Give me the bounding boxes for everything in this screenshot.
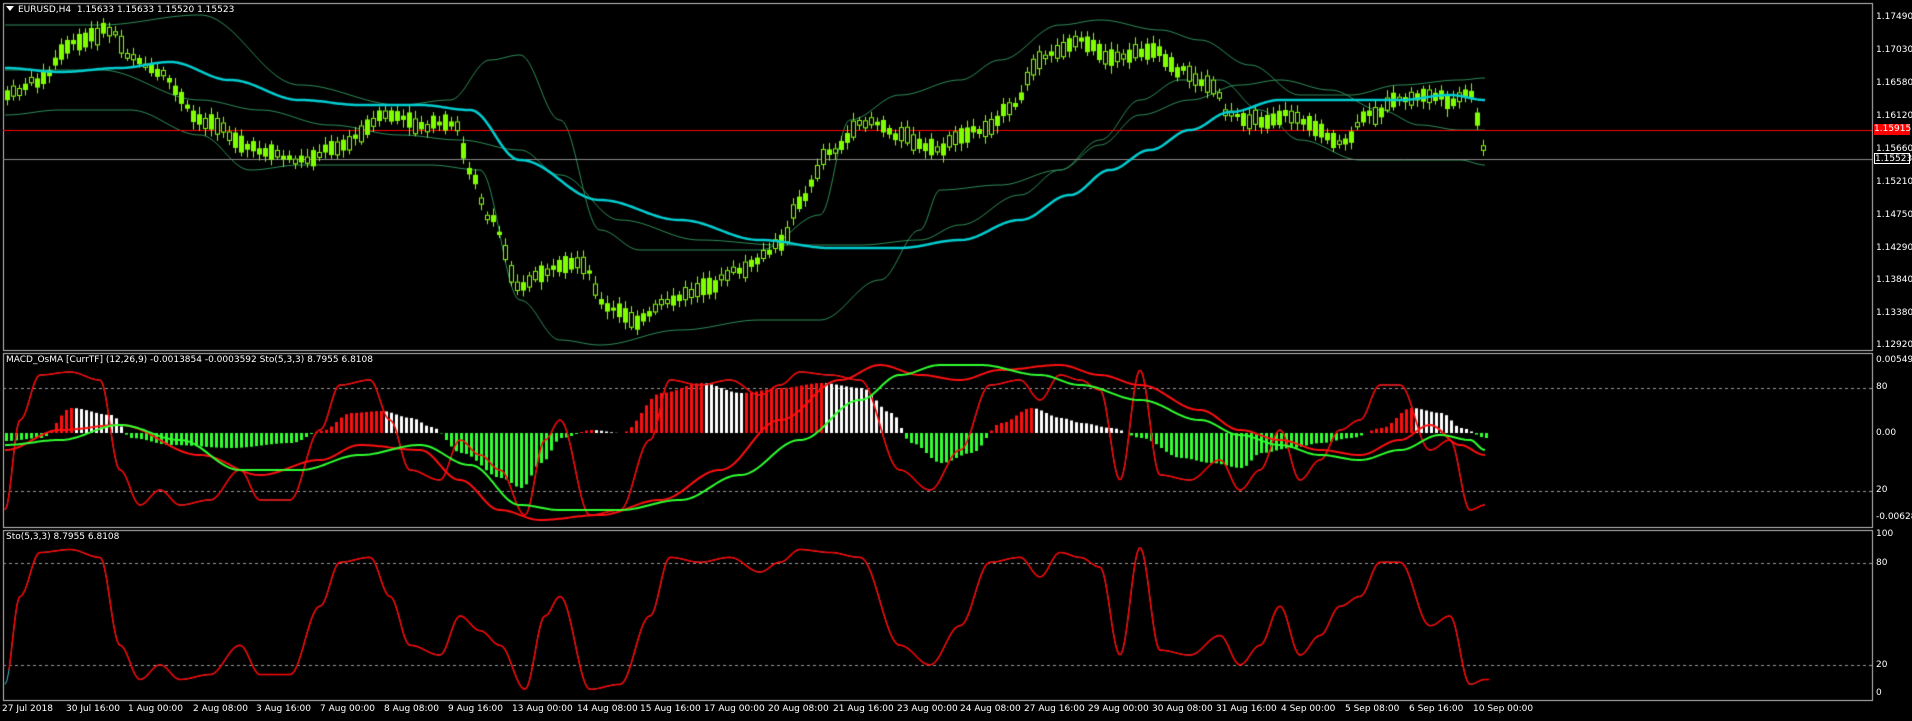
time-tick: 30 Aug 08:00 [1152,704,1213,714]
macd-tick-20: 20 [1876,485,1888,495]
time-tick: 14 Aug 08:00 [577,704,638,714]
time-tick: 4 Sep 00:00 [1281,704,1336,714]
time-tick: 8 Aug 08:00 [384,704,439,714]
price-tick: 1.17490 [1876,12,1912,22]
time-tick: 20 Aug 08:00 [768,704,829,714]
time-tick: 24 Aug 08:00 [960,704,1021,714]
symbol-header[interactable]: EURUSD,H4 1.15633 1.15633 1.15520 1.1552… [6,5,234,15]
price-tick: 1.14290 [1876,243,1912,253]
price-tick: 1.15660 [1876,144,1912,154]
current-price-label: 1.15523 [1874,153,1912,164]
time-tick: 7 Aug 00:00 [320,704,375,714]
price-tick: 1.12920 [1876,340,1912,350]
collapse-triangle-icon[interactable] [6,6,14,11]
red-line-price-label: 1.15915 [1874,124,1912,135]
macd-tick-zero: 0.00 [1876,428,1897,438]
macd-tick-bottom: -0.006285 [1876,512,1912,522]
time-tick: 3 Aug 16:00 [256,704,311,714]
sto-tick: 0 [1876,688,1882,698]
macd-tick-top: 0.005497 [1876,355,1912,365]
symbol-label: EURUSD,H4 [18,5,72,15]
sto-tick: 20 [1876,660,1888,670]
ohlc-values: 1.15633 1.15633 1.15520 1.15523 [76,5,235,15]
price-tick: 1.15210 [1876,177,1912,187]
sto-tick: 80 [1876,558,1888,568]
time-tick: 1 Aug 00:00 [128,704,183,714]
time-tick: 13 Aug 00:00 [512,704,573,714]
time-tick: 21 Aug 16:00 [833,704,894,714]
time-tick: 17 Aug 00:00 [704,704,765,714]
time-tick: 2 Aug 08:00 [193,704,248,714]
price-tick: 1.14750 [1876,210,1912,220]
time-tick: 30 Jul 16:00 [66,704,120,714]
macd-panel-label: MACD_OsMA [CurrTF] (12,26,9) -0.0013854 … [6,355,373,365]
time-tick: 9 Aug 16:00 [448,704,503,714]
time-tick: 10 Sep 00:00 [1473,704,1534,714]
price-tick: 1.16120 [1876,111,1912,121]
price-tick: 1.16580 [1876,78,1912,88]
sto-panel-label: Sto(5,3,3) 8.7955 6.8108 [6,532,120,542]
sto-tick: 100 [1876,529,1894,539]
price-tick: 1.13380 [1876,308,1912,318]
time-tick: 23 Aug 00:00 [897,704,958,714]
time-tick: 31 Aug 16:00 [1216,704,1277,714]
time-tick: 27 Jul 2018 [2,704,53,714]
time-tick: 6 Sep 16:00 [1409,704,1464,714]
price-tick: 1.13840 [1876,275,1912,285]
price-tick: 1.17030 [1876,45,1912,55]
time-tick: 15 Aug 16:00 [640,704,701,714]
time-tick: 27 Aug 16:00 [1024,704,1085,714]
time-tick: 5 Sep 08:00 [1345,704,1400,714]
macd-tick-80: 80 [1876,382,1888,392]
time-tick: 29 Aug 00:00 [1088,704,1149,714]
